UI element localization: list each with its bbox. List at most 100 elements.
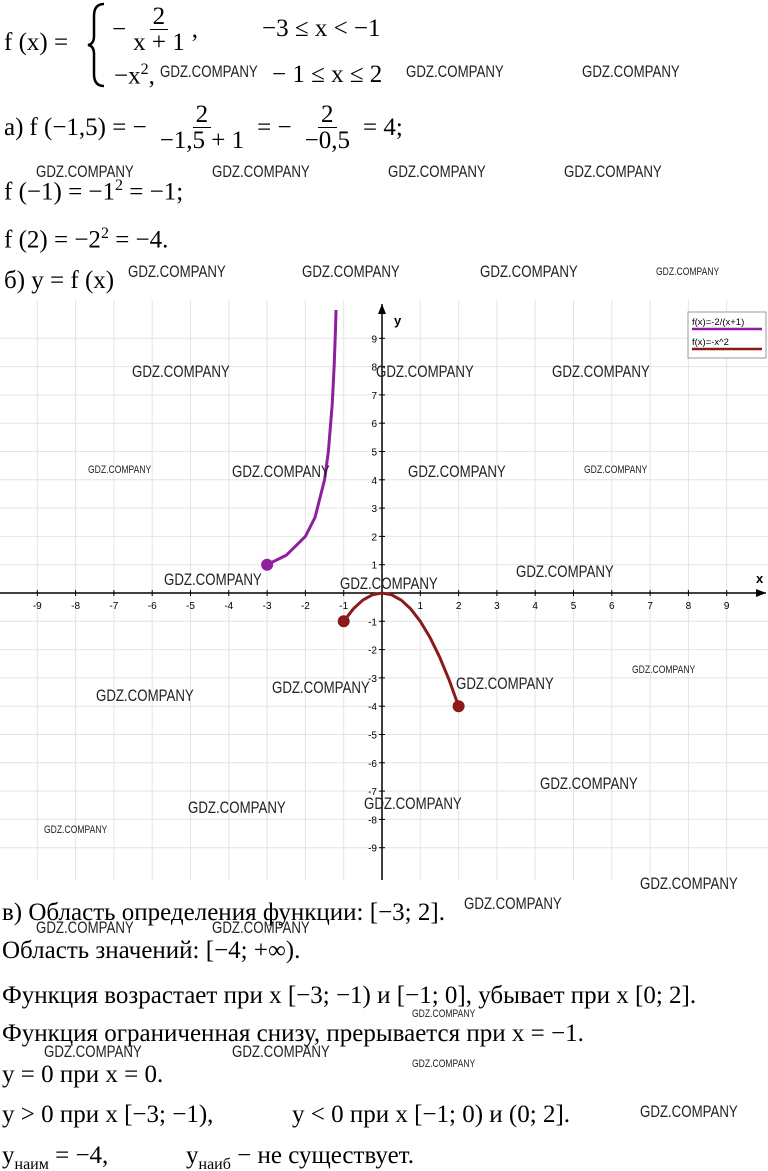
y-tick-label: 5 <box>371 448 377 459</box>
line-f-neg1: f (−1) = −12 = −1; <box>4 177 184 206</box>
x-tick-label: 1 <box>418 601 424 612</box>
extrema: yнаим = −4, <box>2 1143 108 1171</box>
y-tick-label: -4 <box>368 702 377 713</box>
def-lhs: f (x) = <box>4 29 69 56</box>
tail: = −4. <box>115 226 169 254</box>
x-tick-label: -1 <box>339 601 348 612</box>
watermark: GDZ.COMPANY <box>302 262 400 281</box>
tail: , <box>148 62 155 90</box>
watermark: GDZ.COMPANY <box>480 262 578 281</box>
y-tick-label: -3 <box>368 674 377 685</box>
watermark: GDZ.COMPANY <box>44 824 108 836</box>
tail: = −1; <box>129 178 184 206</box>
legend-box <box>687 311 767 359</box>
brace <box>87 2 105 88</box>
y-tick-label: 4 <box>371 476 377 487</box>
condition: − 1 ≤ x ≤ 2 <box>272 61 383 88</box>
y-tick-label: 2 <box>371 532 377 543</box>
legend-label: f(x)=-2/(x+1) <box>692 317 744 328</box>
watermark: GDZ.COMPANY <box>96 686 194 705</box>
watermark: GDZ.COMPANY <box>408 462 506 481</box>
watermark: GDZ.COMPANY <box>516 562 614 581</box>
y-tick-label: -7 <box>368 787 377 798</box>
y-axis-label: y <box>394 313 402 328</box>
x-tick-label: -4 <box>224 601 233 612</box>
y-tick-label: -9 <box>368 844 377 855</box>
text-line: y > 0 при x [−3; −1), <box>2 1101 214 1128</box>
sub: наиб <box>198 1156 231 1171</box>
label: а) <box>4 114 24 141</box>
case2: −x2, <box>114 61 155 90</box>
watermark: GDZ.COMPANY <box>412 1008 476 1020</box>
text: f (−1) = −1 <box>4 178 116 206</box>
denominator: −0,5 <box>304 127 350 154</box>
x-tick-label: 4 <box>532 601 538 612</box>
condition: −3 ≤ x < −1 <box>262 15 381 42</box>
x-tick-label: 6 <box>609 601 615 612</box>
exp: 2 <box>115 177 124 194</box>
denominator: −1,5 + 1 <box>159 127 245 154</box>
value: − не существует. <box>237 1142 414 1169</box>
endpoint <box>337 615 350 628</box>
y-tick-label: -1 <box>368 617 377 628</box>
y: y <box>186 1142 199 1169</box>
watermark: GDZ.COMPANY <box>44 1042 142 1061</box>
watermark: GDZ.COMPANY <box>132 362 230 381</box>
lhs: f (−1,5) = − <box>29 114 147 141</box>
watermark: GDZ.COMPANY <box>364 794 462 813</box>
watermark: GDZ.COMPANY <box>88 464 152 476</box>
curve <box>266 309 338 567</box>
curve <box>342 591 461 707</box>
x-tick-label: -5 <box>186 601 195 612</box>
text-line: y = 0 при x = 0. <box>2 1061 164 1088</box>
watermark: GDZ.COMPANY <box>412 1058 476 1070</box>
watermark: GDZ.COMPANY <box>388 162 486 181</box>
watermark: GDZ.COMPANY <box>376 362 474 381</box>
x-axis-label: x <box>756 571 764 586</box>
x-arrow <box>756 589 766 597</box>
y-tick-label: 3 <box>371 504 377 515</box>
watermark: GDZ.COMPANY <box>582 62 680 81</box>
tail: , <box>191 16 198 43</box>
watermark: GDZ.COMPANY <box>340 574 438 593</box>
watermark: GDZ.COMPANY <box>456 674 554 693</box>
text-line: y < 0 при x [−1; 0) и (0; 2]. <box>292 1101 571 1128</box>
numerator: 2 <box>149 4 169 30</box>
text-line: Функция ограниченная снизу, прерывается … <box>2 1020 584 1047</box>
sign: − <box>112 16 127 43</box>
x-tick-label: -8 <box>71 601 80 612</box>
numerator: 2 <box>192 102 212 128</box>
watermark: GDZ.COMPANY <box>464 894 562 913</box>
y: y <box>2 1142 15 1169</box>
watermark: GDZ.COMPANY <box>164 570 262 589</box>
y-tick-label: -6 <box>368 759 377 770</box>
text-line: Область значений: [−4; +∞). <box>2 937 301 964</box>
watermark: GDZ.COMPANY <box>272 678 370 697</box>
endpoint <box>261 558 274 571</box>
x-tick-label: 2 <box>456 601 462 612</box>
extrema: yнаиб − не существует. <box>186 1143 414 1171</box>
endpoint <box>452 700 465 713</box>
legend-label: f(x)=-x^2 <box>692 337 729 348</box>
x-tick-label: 5 <box>571 601 577 612</box>
sub: наим <box>14 1156 49 1171</box>
watermark: GDZ.COMPANY <box>406 62 504 81</box>
exp: 2 <box>140 61 149 78</box>
watermark: GDZ.COMPANY <box>540 774 638 793</box>
watermark: GDZ.COMPANY <box>552 362 650 381</box>
graph: x y -9 -8 -7 -6 -5 -4 -3 -2 -1 1 2 3 4 5 6 7 8 9 -9 -8 -7 -6 -5 -… <box>0 300 768 880</box>
y-tick-label: -2 <box>368 646 377 657</box>
y-tick-label: -5 <box>368 731 377 742</box>
y-arrow <box>378 304 386 314</box>
watermark: GDZ.COMPANY <box>212 918 310 937</box>
part-a: а) f (−1,5) = − 2 −1,5 + 1 = − 2 −0,5 = 4; <box>4 102 403 153</box>
watermark: GDZ.COMPANY <box>564 162 662 181</box>
watermark: GDZ.COMPANY <box>188 798 286 817</box>
line-f-2: f (2) = −22 = −4. <box>4 225 169 254</box>
y-tick-label: -8 <box>368 815 377 826</box>
watermark: GDZ.COMPANY <box>640 1102 738 1121</box>
part-b: б) y = f (x) <box>4 267 115 294</box>
exp: 2 <box>100 225 109 242</box>
